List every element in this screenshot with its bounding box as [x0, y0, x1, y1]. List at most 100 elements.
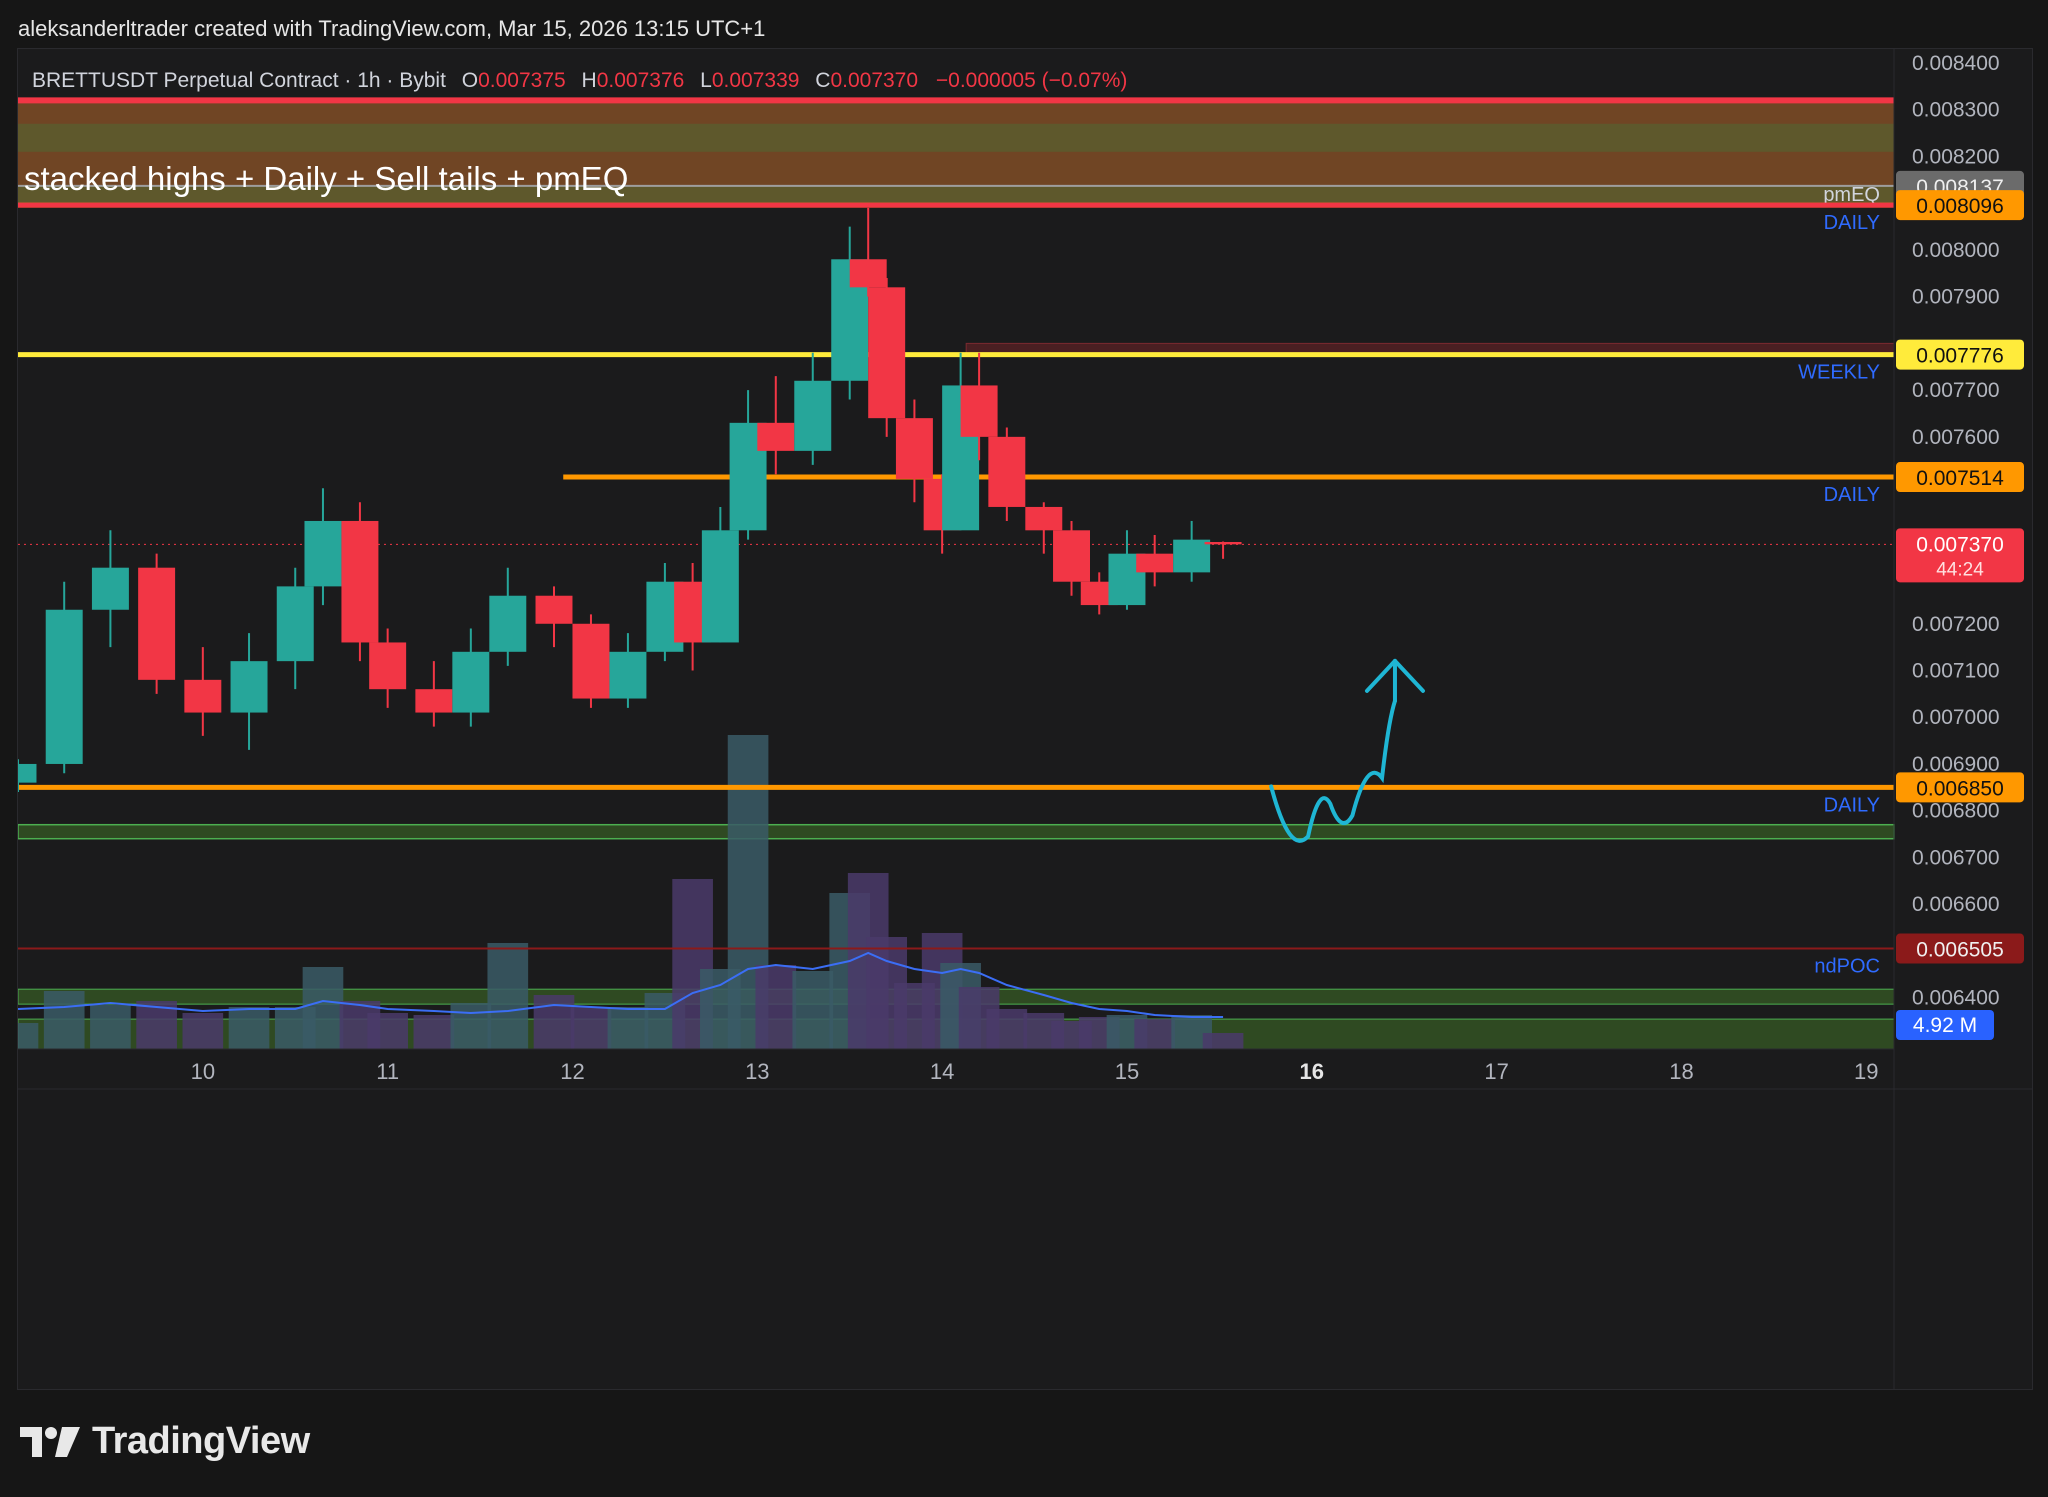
- candle-body: [184, 679, 222, 713]
- volume-bar: [533, 995, 575, 1049]
- candle-body: [91, 567, 129, 610]
- annotation-layer: [1269, 658, 1425, 843]
- volume-bar: [302, 967, 344, 1049]
- legend-close-label: C: [815, 69, 830, 92]
- projection-path: [1269, 698, 1397, 843]
- price-tick-label: 0.008200: [1912, 145, 2000, 168]
- price-tag: [1896, 339, 2024, 370]
- volume-bar: [182, 1013, 224, 1049]
- candle-body: [276, 586, 314, 662]
- volume-tag: [1896, 1010, 1994, 1040]
- candle-body: [535, 595, 573, 624]
- price-tag-label: 0.006505: [1916, 939, 2004, 962]
- candle-body: [1204, 541, 1242, 545]
- volume-bar: [1202, 1033, 1244, 1049]
- supply-zone-lower-band: [18, 185, 1894, 204]
- countdown-label: 44:24: [1936, 559, 1984, 580]
- time-tick-label: 19: [1854, 1059, 1878, 1084]
- tradingview-logo-icon: [20, 1426, 80, 1457]
- svg-text:BRETTUSDT Perpetual Contract ·: BRETTUSDT Perpetual Contract · 1h · Bybi…: [32, 69, 1127, 92]
- demand-zone: [17, 823, 1895, 840]
- time-tick-label: 14: [930, 1059, 954, 1084]
- candle-body: [572, 623, 610, 699]
- volume-bar: [228, 1007, 270, 1049]
- legend-change: −0.000005 (−0.07%): [936, 69, 1127, 92]
- time-tick-label: 11: [376, 1059, 399, 1084]
- ohlc-legend: BRETTUSDT Perpetual Contract · 1h · Bybi…: [32, 69, 1127, 92]
- level-label: DAILY: [1824, 212, 1880, 234]
- zone-note-label: stacked highs + Daily + Sell tails + pmE…: [24, 160, 628, 197]
- volume-bar: [450, 1003, 492, 1049]
- price-tag: [1896, 190, 2024, 221]
- price-tick-label: 0.006800: [1912, 800, 2000, 823]
- candle-body: [415, 689, 453, 713]
- candle-body: [45, 609, 83, 764]
- volume-bar: [1134, 1019, 1176, 1049]
- legend-low-value: 0.007339: [712, 69, 800, 92]
- price-tag-label: 0.007776: [1916, 345, 2004, 368]
- candle-body: [230, 661, 268, 713]
- current-price-tag: [1896, 528, 2024, 583]
- volume-bar: [570, 1007, 612, 1049]
- price-tick-label: 0.007600: [1912, 426, 2000, 449]
- tradingview-logo[interactable]: TradingView: [20, 1420, 310, 1463]
- current-price-tag-label: 0.007370: [1916, 533, 2004, 556]
- volume-bar: [367, 1013, 408, 1049]
- price-tag-label: 0.008096: [1916, 195, 2004, 218]
- candle-body: [0, 763, 37, 783]
- price-tick-label: 0.006400: [1912, 987, 2000, 1010]
- level-label: ndPOC: [1814, 956, 1880, 978]
- candle-body: [1173, 539, 1211, 573]
- volume-bar: [0, 1023, 39, 1049]
- candle-body: [138, 567, 176, 680]
- volume-bar: [43, 991, 85, 1049]
- candle-body: [701, 530, 739, 643]
- price-tick-label: 0.007000: [1912, 706, 2000, 729]
- price-tick-label: 0.006600: [1912, 893, 2000, 916]
- price-tick-label: 0.008000: [1912, 239, 2000, 262]
- volume-bar: [792, 971, 834, 1049]
- time-tick-label: 12: [560, 1059, 584, 1084]
- volume-ma-line: [17, 951, 1224, 1018]
- candle-body: [895, 418, 933, 479]
- price-tag: [1896, 933, 2024, 964]
- chart-frame[interactable]: pmEQ DAILY WEEKLY DAILY DAILY ndPOC 0.008400 0…: [0, 48, 2033, 1390]
- candle-body: [304, 520, 342, 587]
- candle-body: [757, 422, 795, 451]
- candle-body: [988, 436, 1026, 507]
- candle-body: [609, 651, 647, 699]
- supply-zone-inner-band: [18, 123, 1894, 152]
- volume-bar: [986, 1009, 1028, 1049]
- candles-layer: [0, 207, 1242, 792]
- level-label: WEEKLY: [1798, 362, 1880, 384]
- legend-high-label: H: [582, 69, 597, 92]
- time-tick-label: 17: [1484, 1059, 1508, 1084]
- price-axis: 0.008400 0.008300 0.008200 0.008000 0.007900…: [1893, 49, 2024, 1389]
- time-tick-label: 18: [1669, 1059, 1693, 1084]
- candle-body: [489, 595, 527, 652]
- candle-body: [1025, 506, 1063, 531]
- price-tick-label: 0.008400: [1912, 52, 2000, 75]
- time-axis: 10 11 12 13 14 15 16 17 18 19: [18, 1048, 2032, 1090]
- candle-body: [369, 642, 407, 690]
- volume-bar: [487, 943, 529, 1049]
- price-tick-label: 0.007100: [1912, 659, 2000, 682]
- candle-body: [849, 259, 887, 288]
- price-tag-label: 0.007514: [1916, 467, 2004, 490]
- legend-low-label: L: [700, 69, 712, 92]
- candle-body: [341, 520, 379, 643]
- level-label: DAILY: [1824, 484, 1880, 506]
- price-tag: [1896, 462, 2024, 493]
- candle-body: [1053, 530, 1090, 582]
- volume-bar: [90, 1005, 131, 1049]
- volume-bar: [607, 1007, 649, 1049]
- zones-layer: [17, 97, 1895, 1050]
- volume-bar: [413, 1015, 455, 1049]
- time-tick-label: 15: [1115, 1059, 1139, 1084]
- time-tick-label: 13: [745, 1059, 769, 1084]
- price-tag-label: 0.006850: [1916, 777, 2004, 800]
- levels-layer: pmEQ DAILY WEEKLY DAILY DAILY ndPOC: [18, 184, 1894, 978]
- price-tick-label: 0.008300: [1912, 99, 2000, 122]
- price-tick-label: 0.007700: [1912, 379, 2000, 402]
